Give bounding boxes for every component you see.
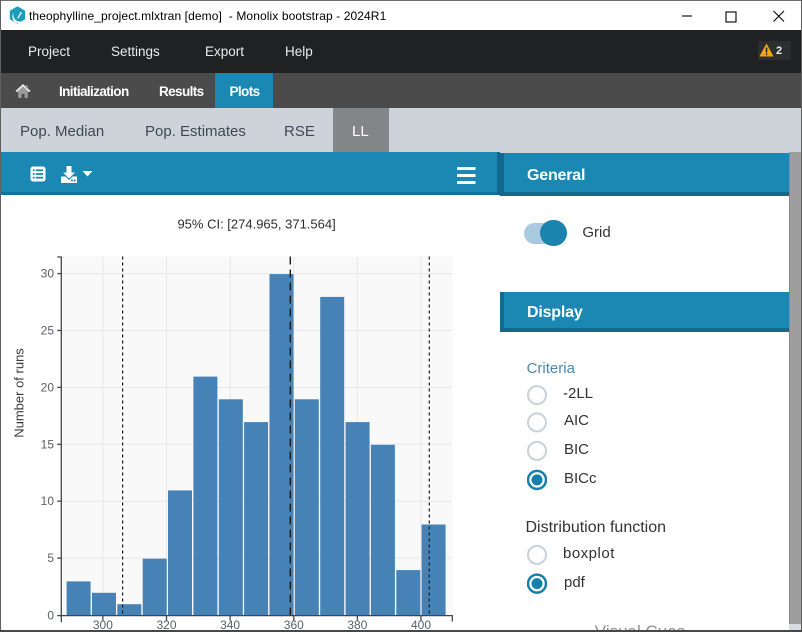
svg-text:320: 320 bbox=[156, 618, 176, 630]
svg-text:20: 20 bbox=[41, 380, 55, 394]
svg-text:5: 5 bbox=[47, 551, 54, 565]
svg-text:340: 340 bbox=[220, 618, 240, 630]
svg-text:15: 15 bbox=[41, 437, 55, 451]
svg-text:Number of runs: Number of runs bbox=[11, 348, 26, 438]
svg-text:95% CI: [274.965, 371.564]: 95% CI: [274.965, 371.564] bbox=[177, 217, 335, 232]
svg-text:30: 30 bbox=[41, 267, 55, 281]
svg-text:380: 380 bbox=[347, 618, 367, 630]
svg-text:360: 360 bbox=[284, 618, 304, 630]
svg-text:0: 0 bbox=[47, 609, 54, 623]
svg-text:300: 300 bbox=[93, 618, 113, 630]
svg-text:10: 10 bbox=[41, 494, 55, 508]
svg-text:25: 25 bbox=[41, 324, 55, 338]
svg-text:400: 400 bbox=[411, 618, 431, 630]
